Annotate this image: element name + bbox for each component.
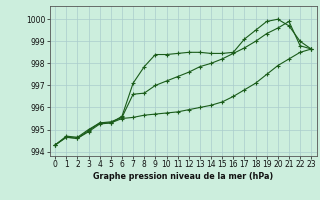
X-axis label: Graphe pression niveau de la mer (hPa): Graphe pression niveau de la mer (hPa) <box>93 172 273 181</box>
